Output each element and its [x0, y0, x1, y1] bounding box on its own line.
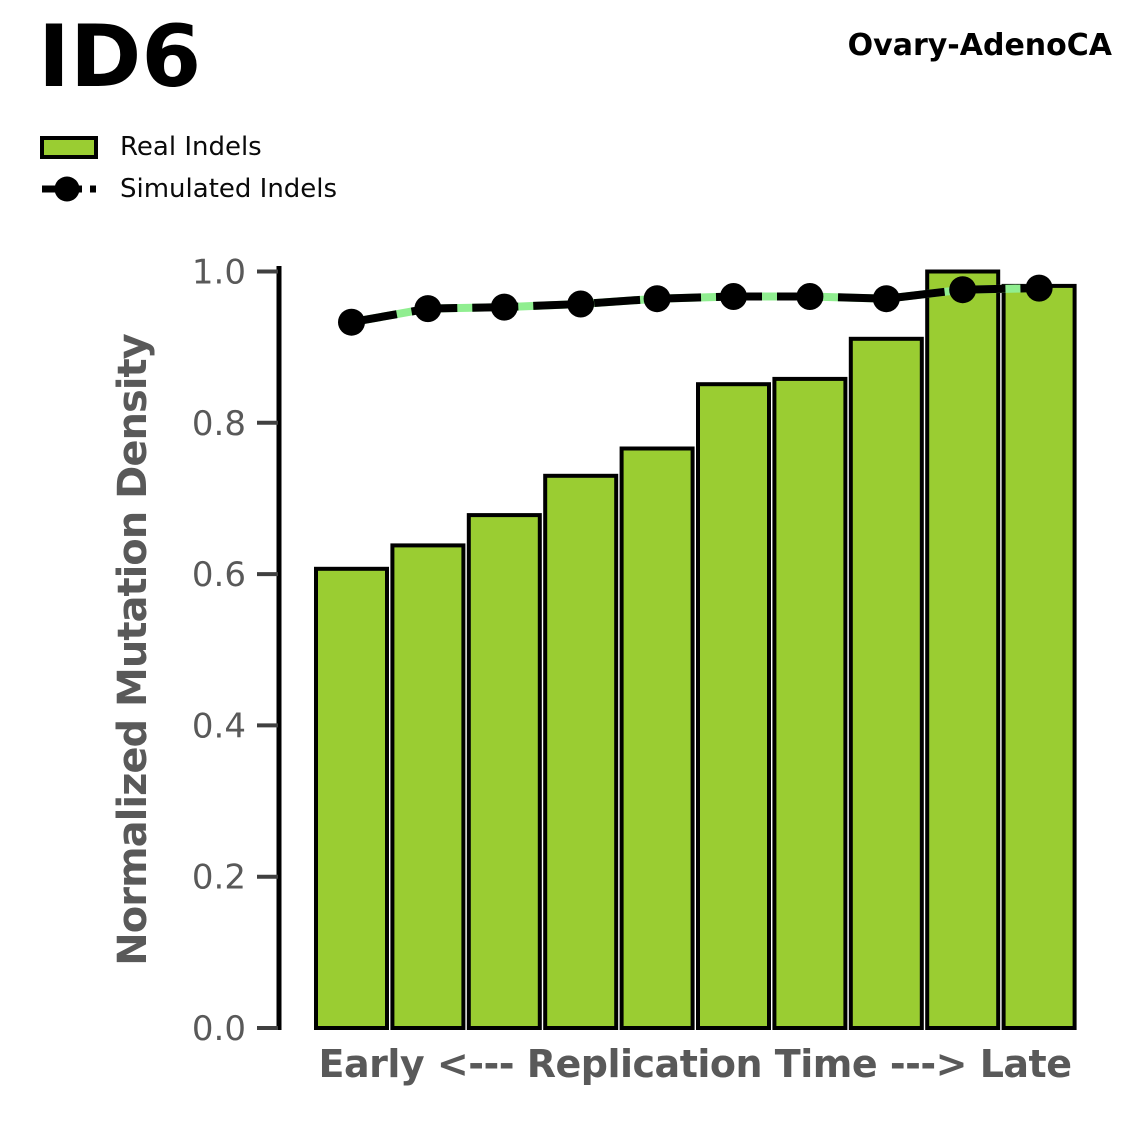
line-marker [643, 285, 671, 313]
bar [390, 543, 466, 1031]
simulated-line-markers [338, 274, 1053, 336]
bar [1001, 283, 1077, 1030]
line-marker [567, 290, 595, 318]
line-marker [720, 283, 747, 310]
line-marker [1025, 274, 1053, 302]
bar [696, 382, 771, 1030]
dashed-line [350, 284, 1040, 327]
line-marker [949, 276, 977, 304]
y-tick-label: 0.8 [192, 404, 246, 444]
bar [848, 336, 924, 1030]
real-indels-swatch-icon [40, 135, 98, 159]
bar [772, 376, 848, 1030]
simulated-indels-marker-icon [42, 176, 96, 202]
legend-item-simulated-indels: Simulated Indels [40, 173, 337, 205]
line-marker [872, 285, 900, 313]
legend-label-real: Real Indels [120, 132, 262, 162]
cohort-label: Ovary-AdenoCA [847, 28, 1112, 63]
bar [314, 566, 389, 1030]
bar [543, 473, 619, 1030]
bar [619, 446, 695, 1030]
y-tick-label: 0.0 [192, 1009, 246, 1049]
signature-title: ID6 [38, 7, 202, 107]
legend: Real Indels Simulated Indels [40, 131, 337, 215]
y-axis: 0.0 0.2 0.4 0.6 0.8 1.0 [192, 253, 282, 1049]
x-axis-label: Early <--- Replication Time ---> Late [318, 1042, 1072, 1086]
y-tick-label: 1.0 [192, 253, 246, 293]
y-tick-label: 0.2 [192, 858, 246, 898]
line-marker [796, 283, 824, 310]
simulated-line [350, 284, 1040, 327]
y-tick-label: 0.6 [192, 555, 246, 595]
line-marker [338, 308, 365, 336]
legend-item-real-indels: Real Indels [40, 131, 337, 163]
line-marker [414, 295, 442, 323]
real-indels-bars [314, 269, 1077, 1031]
y-tick-label: 0.4 [192, 706, 246, 746]
legend-label-simulated: Simulated Indels [120, 174, 338, 204]
bar [925, 269, 1001, 1030]
bar [466, 513, 542, 1030]
line-marker [490, 293, 518, 321]
